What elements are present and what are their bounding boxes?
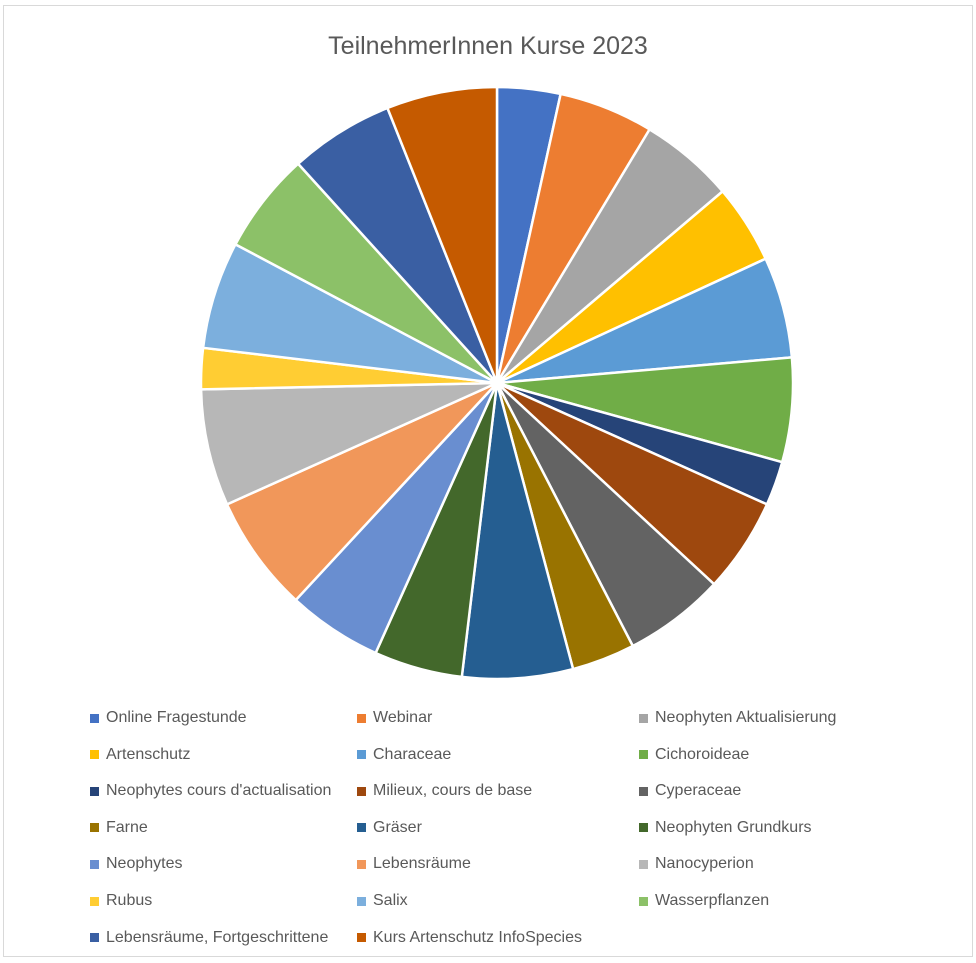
- legend-item: Gräser: [357, 817, 422, 839]
- legend-swatch: [357, 823, 366, 833]
- legend-swatch: [90, 823, 99, 833]
- legend-label: Neophyten Grundkurs: [655, 818, 812, 836]
- legend-swatch: [90, 859, 99, 869]
- pie-slice-14: [225, 381, 499, 602]
- legend-label: Cyperaceae: [655, 782, 742, 800]
- legend-item: Kurs Artenschutz InfoSpecies: [357, 927, 582, 949]
- legend-swatch: [357, 713, 366, 723]
- legend-swatch: [357, 933, 366, 943]
- legend-item: Cyperaceae: [639, 780, 741, 802]
- legend-item: Wasserpflanzen: [639, 890, 769, 912]
- legend-label: Cichoroideae: [655, 745, 750, 763]
- legend-swatch: [90, 713, 99, 723]
- legend-label: Rubus: [106, 892, 153, 909]
- legend-swatch: [639, 786, 648, 796]
- legend-item: Cichoroideae: [639, 744, 749, 766]
- legend-item: Neophytes cours d'actualisation: [90, 780, 331, 802]
- legend-label: Farne: [106, 818, 148, 836]
- legend-label: Artenschutz: [106, 745, 191, 763]
- legend-label: Online Fragestunde: [106, 709, 247, 726]
- legend-item: Lebensräume: [357, 853, 471, 875]
- legend-item: Characeae: [357, 744, 451, 766]
- legend-label: Milieux, cours de base: [373, 782, 533, 800]
- pie-slice-15: [199, 381, 499, 506]
- legend-swatch: [639, 713, 648, 723]
- legend-label: Kurs Artenschutz InfoSpecies: [373, 928, 582, 946]
- legend-label: Salix: [373, 892, 408, 909]
- legend-label: Characeae: [373, 745, 452, 763]
- legend-swatch: [639, 823, 648, 833]
- legend-label: Nanocyperion: [655, 855, 754, 873]
- legend-swatch: [90, 750, 99, 760]
- legend-label: Lebensräume, Fortgeschrittene: [106, 928, 329, 946]
- legend-item: Lebensräume, Fortgeschrittene: [90, 927, 328, 949]
- legend-item: Neophyten Grundkurs: [639, 817, 812, 839]
- legend-item: Webinar: [357, 707, 432, 729]
- legend-label: Neophytes: [106, 855, 183, 873]
- legend-item: Online Fragestunde: [90, 707, 247, 729]
- legend-item: Milieux, cours de base: [357, 780, 532, 802]
- legend-label: Lebensräume: [373, 855, 471, 873]
- legend-swatch: [639, 859, 648, 869]
- legend-item: Rubus: [90, 890, 152, 912]
- legend-swatch: [90, 786, 99, 796]
- legend-item: Farne: [90, 817, 148, 839]
- legend-item: Neophyten Aktualisierung: [639, 707, 836, 729]
- chart-title: TeilnehmerInnen Kurse 2023: [328, 32, 648, 60]
- legend-swatch: [357, 786, 366, 796]
- legend-swatch: [357, 750, 366, 760]
- legend-label: Neophyten Aktualisierung: [655, 709, 837, 726]
- legend-swatch: [639, 896, 648, 906]
- legend-item: Salix: [357, 890, 408, 912]
- legend-swatch: [357, 859, 366, 869]
- legend-item: Artenschutz: [90, 744, 190, 766]
- legend-item: Neophytes: [90, 853, 183, 875]
- legend-label: Wasserpflanzen: [655, 892, 770, 909]
- legend-label: Gräser: [373, 818, 422, 836]
- legend-swatch: [357, 896, 366, 906]
- legend-label: Neophytes cours d'actualisation: [106, 782, 332, 800]
- legend-item: Nanocyperion: [639, 853, 754, 875]
- legend-swatch: [90, 896, 99, 906]
- legend-swatch: [639, 750, 648, 760]
- legend-swatch: [90, 933, 99, 943]
- legend-label: Webinar: [373, 709, 433, 726]
- pie-slice-20: [386, 85, 499, 385]
